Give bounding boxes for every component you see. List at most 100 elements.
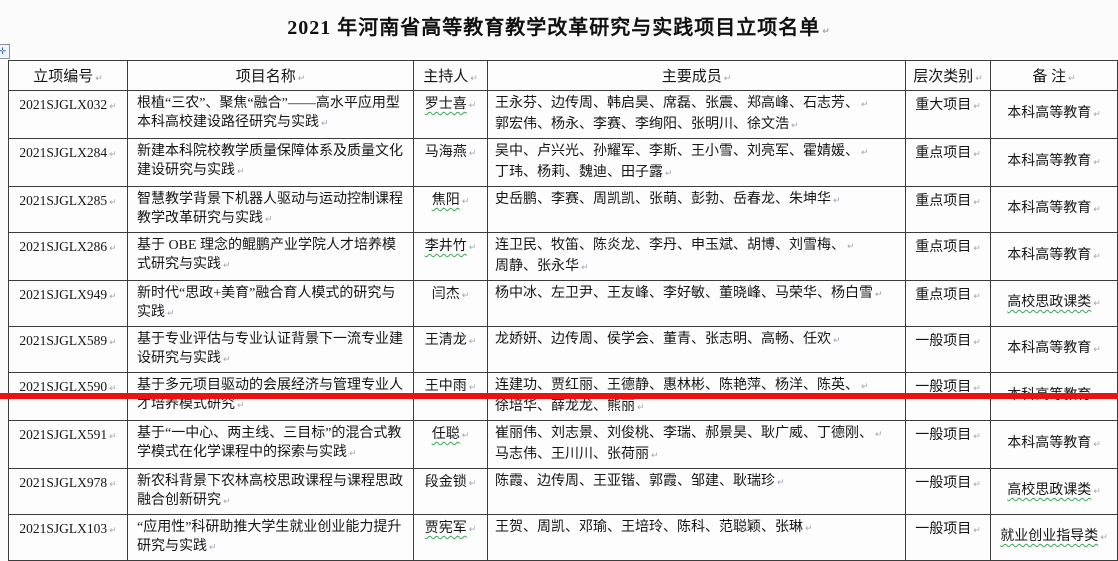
cell-end-mark: ↵ bbox=[973, 292, 981, 302]
cell-text: 贾宪军 bbox=[424, 521, 467, 536]
cell-end-mark: ↵ bbox=[973, 150, 981, 160]
cell-text: 任聪 bbox=[431, 427, 460, 442]
cell-end-mark: ↵ bbox=[973, 480, 981, 490]
members-line: 徐培华、薛龙龙、熊丽 ↵ bbox=[495, 397, 900, 418]
project-id-cell: 2021SJGLX978 ↵ bbox=[8, 468, 128, 515]
cell-text: 重点项目 bbox=[915, 288, 972, 303]
cell-end-mark: ↵ bbox=[109, 432, 117, 442]
cell-text: 主持人 bbox=[423, 69, 469, 85]
cell-end-mark: ↵ bbox=[973, 244, 981, 254]
cell-end-mark: ↵ bbox=[109, 292, 117, 302]
cell-text: “应用性”科研助推大学生就业创业能力提升研究与实践 bbox=[137, 520, 402, 554]
members-line: 王贺、周凯、邓瑜、王培玲、陈科、范聪颖、张琳 ↵ bbox=[495, 518, 900, 539]
members-line: 王永芬、边传周、韩启昊、席磊、张震、郑高峰、石志芳、 ↵ bbox=[495, 94, 900, 115]
project-name-cell: 基于 OBE 理念的鲲鹏产业学院人才培养模式研究与实践 ↵ bbox=[127, 232, 414, 281]
cell-text: 马海燕 bbox=[424, 145, 467, 160]
table-header-row: 立项编号 ↵ 项目名称 ↵ 主持人 ↵ 主要成员 ↵ 层次类别 ↵ 备 注 ↵ bbox=[8, 60, 1118, 91]
members-line: 周静、张永华 ↵ bbox=[495, 257, 900, 278]
leader-cell: 任聪 ↵ bbox=[413, 420, 488, 469]
members-line: 陈霞、边传周、王亚锴、郭霞、邹建、耿瑞珍 ↵ bbox=[495, 472, 900, 493]
project-name-cell: 新农科背景下农林高校思政课程与课程思政融合创新研究 ↵ bbox=[127, 468, 414, 515]
cell-text: 新建本科院校教学质量保障体系及质量文化建设研究与实践 bbox=[137, 144, 403, 178]
members-cell: 史岳鹏、李赛、周凯凯、张萌、彭勃、岳春龙、朱坤华 ↵ bbox=[487, 186, 906, 233]
project-id-cell: 2021SJGLX286 ↵ bbox=[8, 232, 128, 281]
cell-text: 重点项目 bbox=[915, 194, 972, 209]
members-cell: 连卫民、牧笛、陈炎龙、李丹、申玉斌、胡博、刘雪梅、 ↵ 周静、张永华 ↵ bbox=[487, 232, 906, 281]
cell-end-mark: ↵ bbox=[1093, 345, 1101, 355]
table-move-handle-icon[interactable]: ✛ bbox=[0, 44, 10, 59]
members-line: 马志伟、王川川、张荷丽 ↵ bbox=[495, 445, 900, 466]
cell-end-mark: ↵ bbox=[95, 74, 103, 84]
leader-cell: 王清龙 ↵ bbox=[413, 326, 488, 373]
table-row: 2021SJGLX589 ↵ 基于专业评估与专业认证背景下一流专业建设研究与实践 ↵ 王… bbox=[8, 326, 1118, 373]
leader-cell: 段金锁 ↵ bbox=[413, 468, 488, 515]
cell-end-mark: ↵ bbox=[461, 291, 470, 301]
cell-end-mark: ↵ bbox=[109, 338, 117, 348]
members-line: 史岳鹏、李赛、周凯凯、张萌、彭勃、岳春龙、朱坤华 ↵ bbox=[495, 190, 900, 211]
table-row: 2021SJGLX286 ↵ 基于 OBE 理念的鲲鹏产业学院人才培养模式研究与实践… bbox=[8, 232, 1118, 281]
leader-cell: 李井竹 ↵ bbox=[413, 232, 488, 281]
column-header-remark: 备 注 ↵ bbox=[990, 60, 1118, 91]
cell-text: 2021SJGLX286 bbox=[19, 239, 108, 254]
cell-text: 本科高等教育 bbox=[1007, 154, 1092, 169]
cell-text: 一般项目 bbox=[915, 380, 972, 395]
cell-text: 2021SJGLX285 bbox=[19, 193, 108, 208]
cell-end-mark: ↵ bbox=[805, 524, 813, 534]
cell-text: 基于“一中心、两主线、三目标”的混合式教学模式在化学课程中的探索与实践 bbox=[137, 426, 402, 460]
cell-end-mark: ↵ bbox=[109, 384, 117, 394]
project-id-cell: 2021SJGLX284 ↵ bbox=[8, 138, 128, 187]
table-row: 2021SJGLX978 ↵ 新农科背景下农林高校思政课程与课程思政融合创新研究 ↵ 段… bbox=[8, 468, 1118, 515]
cell-text: 2021SJGLX032 bbox=[19, 97, 108, 112]
members-cell: 王永芬、边传周、韩启昊、席磊、张震、郑高峰、石志芳、 ↵ 郭宏伟、杨永、李赛、李绚阳… bbox=[487, 90, 906, 139]
cell-text: 王清龙 bbox=[424, 333, 467, 348]
cell-text: 本科高等教育 bbox=[1007, 436, 1092, 451]
page-title-text: 2021 年河南省高等教育教学改革研究与实践项目立项名单 bbox=[287, 17, 821, 39]
level-cell: 一般项目 ↵ bbox=[905, 326, 991, 373]
cell-end-mark: ↵ bbox=[237, 401, 245, 411]
cell-text: 吴中、卢兴光、孙耀军、李斯、王小雪、刘亮军、霍婧媛、 bbox=[495, 144, 859, 159]
cell-text: 2021SJGLX591 bbox=[19, 427, 108, 442]
cell-text: 焦阳 bbox=[431, 193, 460, 208]
cell-text: 本科高等教育 bbox=[1007, 248, 1092, 263]
members-cell: 崔丽伟、刘志景、刘俊桃、李瑞、郝景昊、耿广威、丁德刚、 ↵ 马志伟、王川川、张荷丽 ↵ bbox=[487, 420, 906, 469]
cell-end-mark: ↵ bbox=[109, 150, 117, 160]
cell-end-mark: ↵ bbox=[973, 384, 981, 394]
remark-cell: 本科高等教育↵ bbox=[990, 138, 1118, 187]
cell-text: 2021SJGLX284 bbox=[19, 145, 108, 160]
cell-text: 郭宏伟、杨永、李赛、李绚阳、张明川、徐文浩 bbox=[495, 117, 789, 132]
column-header-level: 层次类别 ↵ bbox=[905, 60, 991, 91]
remark-cell: 本科高等教育↵ bbox=[990, 90, 1118, 139]
cell-end-mark: ↵ bbox=[109, 480, 117, 490]
cell-end-mark: ↵ bbox=[1093, 487, 1101, 497]
cell-text: 基于专业评估与专业认证背景下一流专业建设研究与实践 bbox=[137, 332, 403, 366]
project-name-cell: 新时代“思政+美育”融合育人模式的研究与实践 ↵ bbox=[127, 280, 414, 327]
cell-text: 重大项目 bbox=[915, 98, 972, 113]
cell-text: 高校思政课类 bbox=[1007, 483, 1092, 498]
leader-cell: 焦阳 ↵ bbox=[413, 186, 488, 233]
cell-end-mark: ↵ bbox=[468, 479, 477, 489]
cell-text: 就业创业指导类 bbox=[1000, 529, 1099, 544]
cell-text: 2021SJGLX949 bbox=[19, 287, 108, 302]
cell-end-mark: ↵ bbox=[847, 242, 855, 252]
cell-end-mark: ↵ bbox=[861, 148, 869, 158]
cell-end-mark: ↵ bbox=[973, 102, 981, 112]
page-title: 2021 年河南省高等教育教学改革研究与实践项目立项名单 ↵ bbox=[0, 0, 1118, 40]
cell-end-mark: ↵ bbox=[973, 338, 981, 348]
cell-end-mark: ↵ bbox=[109, 102, 117, 112]
cell-text: 马志伟、王川川、张荷丽 bbox=[495, 447, 649, 462]
project-name-cell: 根植“三农”、聚焦“融合”——高水平应用型本科高校建设路径研究与实践 ↵ bbox=[127, 90, 414, 139]
cell-end-mark: ↵ bbox=[321, 119, 329, 129]
cell-end-mark: ↵ bbox=[1093, 158, 1101, 168]
cell-end-mark: ↵ bbox=[833, 336, 841, 346]
cell-text: 根植“三农”、聚焦“融合”——高水平应用型本科高校建设路径研究与实践 bbox=[137, 96, 400, 130]
cell-text: 层次类别 bbox=[913, 69, 974, 85]
cell-text: 2021SJGLX590 bbox=[19, 379, 108, 394]
cell-text: 基于 OBE 理念的鲲鹏产业学院人才培养模式研究与实践 bbox=[137, 238, 396, 272]
cell-end-mark: ↵ bbox=[581, 263, 589, 273]
cell-text: 2021SJGLX978 bbox=[19, 475, 108, 490]
project-name-cell: 新建本科院校教学质量保障体系及质量文化建设研究与实践 ↵ bbox=[127, 138, 414, 187]
level-cell: 一般项目 ↵ bbox=[905, 420, 991, 469]
project-id-cell: 2021SJGLX285 ↵ bbox=[8, 186, 128, 233]
level-cell: 重点项目 ↵ bbox=[905, 232, 991, 281]
table-row: 2021SJGLX949 ↵ 新时代“思政+美育”融合育人模式的研究与实践 ↵ 闫杰 ↵ 杨… bbox=[8, 280, 1118, 327]
